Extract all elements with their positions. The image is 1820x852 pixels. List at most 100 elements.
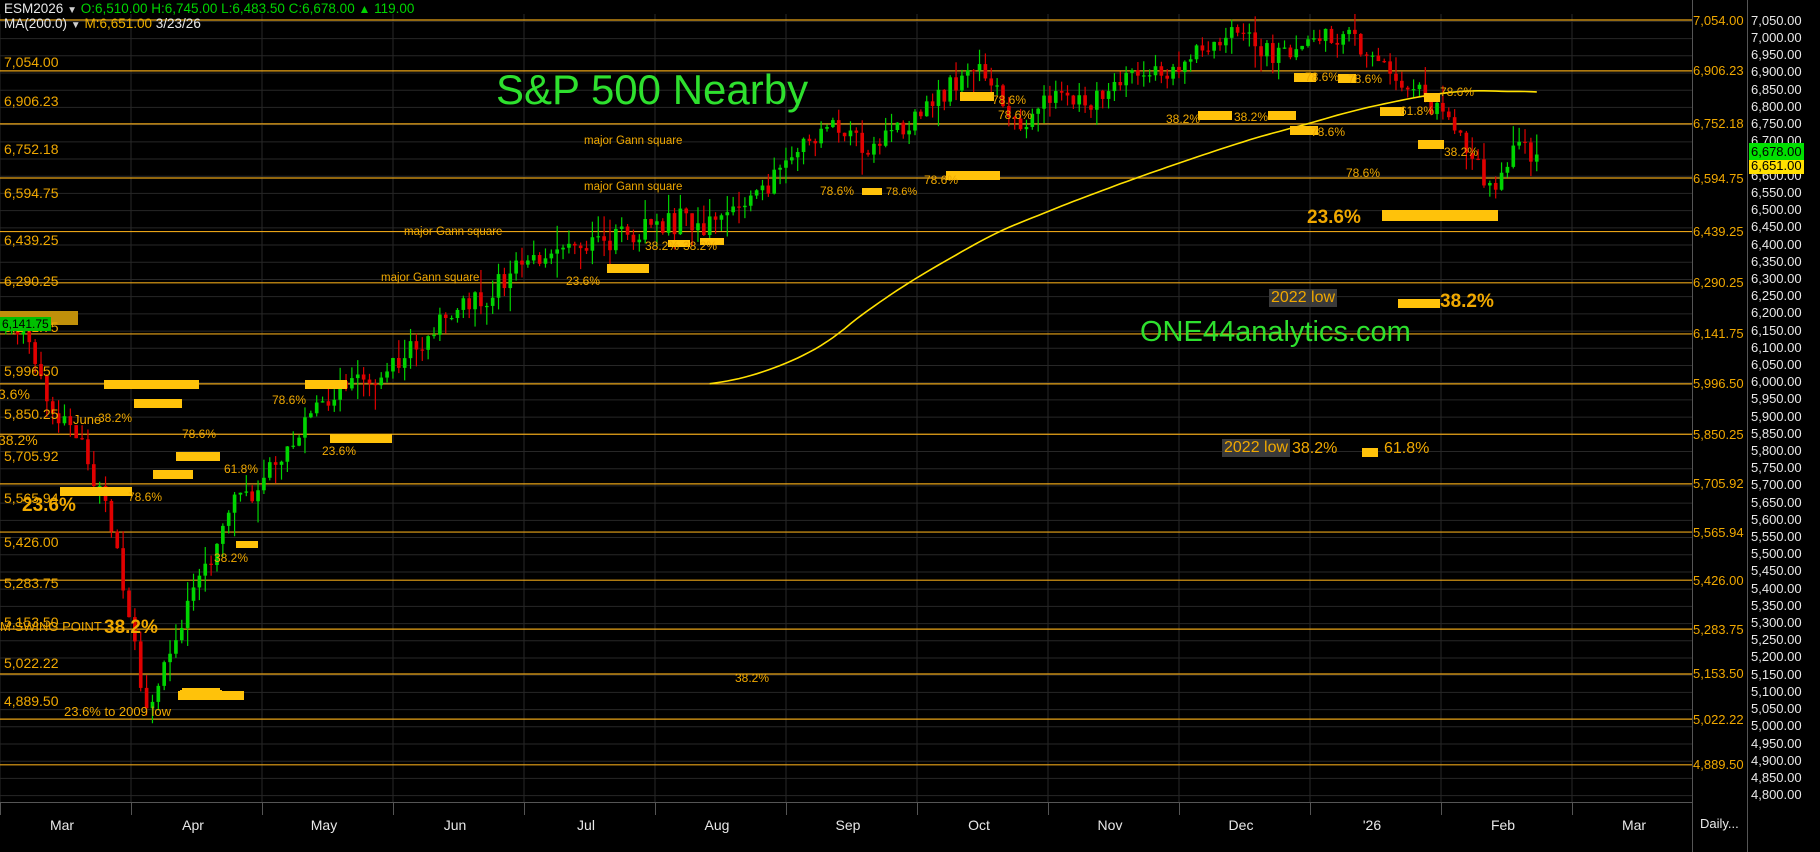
- candle-body: [1358, 33, 1363, 55]
- candle-body: [737, 206, 741, 208]
- candle-body: [402, 358, 407, 368]
- candle-body: [1511, 145, 1516, 167]
- right-axis-tick: 6,150.00: [1751, 322, 1802, 338]
- candle-body: [860, 132, 865, 153]
- symbol-label[interactable]: ESM2026: [4, 1, 64, 16]
- candle-body: [1153, 66, 1158, 76]
- right-axis-tick: 5,000.00: [1751, 718, 1802, 734]
- candle-body: [1335, 42, 1340, 45]
- study-name-label[interactable]: MA(200.0): [4, 16, 68, 31]
- fib-label: 38.2%: [0, 432, 38, 448]
- annotation-2022-low: 2022 low: [1269, 289, 1338, 307]
- candle-body: [801, 138, 806, 153]
- right-axis-tick: 6,900.00: [1751, 64, 1802, 80]
- candle-body: [919, 111, 923, 117]
- candle-body: [1323, 28, 1328, 41]
- right-axis-tick: 4,850.00: [1751, 769, 1802, 785]
- candle-body: [1206, 50, 1211, 52]
- candle-body: [443, 314, 448, 319]
- candle-body: [179, 627, 184, 641]
- chevron-down-icon[interactable]: ▼: [67, 5, 77, 16]
- right-price-axis[interactable]: 7,050.00 7,000.00 6,950.00 6,900.00 6,850.00…: [1692, 0, 1820, 852]
- right-axis-tick: 5,450.00: [1751, 563, 1802, 579]
- fib-label: 38.2%: [214, 551, 249, 565]
- candle-body: [479, 292, 483, 307]
- candle-body: [438, 314, 442, 335]
- candle-body: [297, 437, 301, 446]
- up-arrow-icon: ▲: [358, 2, 371, 16]
- candle-body: [1353, 29, 1357, 34]
- candle-body: [1112, 82, 1117, 92]
- candle-body: [197, 575, 202, 588]
- right-axis-level-label: 6,906.23: [1693, 63, 1744, 79]
- time-axis-separator: [1310, 803, 1311, 815]
- interval-label[interactable]: Daily...: [1700, 816, 1739, 831]
- candle-body: [185, 600, 190, 628]
- level-price-label: 5,283.75: [4, 575, 59, 591]
- price-plot-area[interactable]: S&P 500 Nearby ONE44analytics.com major …: [0, 14, 1692, 802]
- candle-body: [754, 190, 759, 196]
- fib-marker: [1294, 73, 1316, 82]
- candle-body: [649, 219, 653, 225]
- fib-marker: [1424, 93, 1440, 102]
- annotation-gann-square: major Gann square: [381, 272, 480, 284]
- candle-body: [1364, 54, 1369, 56]
- candle-body: [490, 297, 495, 306]
- candle-body: [1446, 111, 1451, 118]
- level-price-label: 5,705.92: [4, 448, 59, 464]
- right-axis-level-label: 6,141.75: [1693, 326, 1744, 342]
- right-axis-tick: 7,000.00: [1751, 30, 1802, 46]
- candle-body: [273, 462, 278, 465]
- candle-body: [567, 243, 571, 248]
- candle-body: [1493, 182, 1498, 190]
- change-value: 119.00: [374, 1, 415, 16]
- candle-body: [1312, 38, 1316, 40]
- level-price-label: 7,054.00: [4, 54, 59, 70]
- candle-body: [1265, 43, 1269, 57]
- fib-label: 38.2%: [1292, 440, 1338, 457]
- right-axis-tick: 5,200.00: [1751, 649, 1802, 665]
- time-axis-label: Nov: [1097, 817, 1123, 833]
- candle-body: [514, 260, 518, 274]
- right-axis-level-label: 5,565.94: [1693, 524, 1744, 540]
- fib-label: 78.6%: [1311, 125, 1346, 139]
- right-axis-tick: 5,350.00: [1751, 597, 1802, 613]
- candle-body: [420, 349, 425, 351]
- candle-body: [121, 548, 125, 591]
- candle-body: [1124, 72, 1128, 86]
- right-axis-tick: 5,400.00: [1751, 580, 1802, 596]
- fib-marker: [1268, 111, 1296, 120]
- level-price-label: 5,565.94: [4, 490, 59, 506]
- candle-body: [1505, 166, 1510, 173]
- time-axis-separator: [1441, 803, 1442, 815]
- candle-body: [350, 378, 354, 389]
- candle-body: [889, 129, 894, 132]
- candle-body: [1141, 75, 1146, 77]
- fib-marker: [182, 688, 220, 697]
- right-axis-tick: 5,100.00: [1751, 683, 1802, 699]
- candle-body: [1294, 49, 1299, 58]
- time-axis-label: Jul: [577, 817, 595, 833]
- time-axis-separator: [1179, 803, 1180, 815]
- candle-body: [174, 640, 178, 654]
- right-axis-level-label: 5,022.22: [1693, 711, 1744, 727]
- candle-body: [267, 462, 272, 478]
- right-axis-tick: 5,950.00: [1751, 391, 1802, 407]
- time-axis[interactable]: Mar Apr May Jun Jul Aug Sep Oct Nov Dec '26 Feb Mar: [0, 802, 1692, 852]
- fib-marker: [60, 487, 132, 496]
- candle-body: [1247, 32, 1252, 34]
- fib-label: 78.6%: [1348, 72, 1383, 86]
- candle-body: [1177, 66, 1181, 72]
- candle-body: [713, 216, 718, 220]
- fib-label: 61.8%: [224, 462, 259, 476]
- study-chevron-down-icon[interactable]: ▼: [70, 20, 81, 31]
- candle-body: [361, 374, 366, 380]
- candle-body: [191, 587, 196, 601]
- candle-body: [526, 260, 530, 265]
- chart-title: S&P 500 Nearby: [496, 66, 809, 113]
- ohlc-values: O:6,510.00 H:6,745.00 L:6,483.50 C:6,678…: [80, 1, 355, 16]
- candle-body: [637, 239, 642, 243]
- fib-label: 23.6%: [566, 274, 601, 288]
- candle-body: [854, 130, 859, 133]
